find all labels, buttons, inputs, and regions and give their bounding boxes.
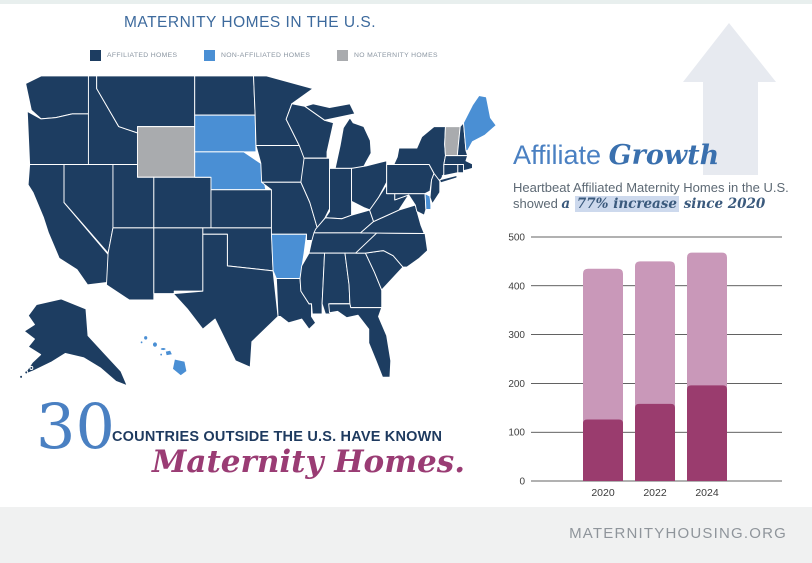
y-tick-0: 0 bbox=[519, 477, 525, 488]
state-wy bbox=[136, 126, 196, 178]
state-ri bbox=[457, 164, 464, 174]
growth-subtitle-em-post: since 2020 bbox=[679, 196, 766, 213]
countries-callout: 30 COUNTRIES OUTSIDE THE U.S. HAVE KNOWN… bbox=[0, 396, 500, 500]
state-ak-aleutian-2 bbox=[24, 370, 29, 375]
growth-subtitle-highlight: 77% increase bbox=[574, 196, 679, 213]
countries-caps-text: COUNTRIES OUTSIDE THE U.S. HAVE KNOWN bbox=[112, 429, 443, 445]
growth-subtitle-em-pre: a bbox=[561, 196, 575, 213]
state-hi-maui bbox=[164, 349, 173, 357]
state-or bbox=[26, 110, 89, 166]
page-title: MATERNITY HOMES IN THE U.S. bbox=[123, 14, 377, 31]
bar-affiliated-2022 bbox=[635, 403, 675, 481]
state-nh bbox=[456, 122, 469, 157]
state-nc bbox=[355, 232, 429, 268]
growth-arrow-icon bbox=[683, 23, 776, 175]
state-hi-big-island bbox=[172, 358, 188, 377]
footer-band: MATERNITYHOUSING.ORG bbox=[0, 507, 812, 563]
state-ia bbox=[255, 144, 309, 183]
bar-affiliated-2020 bbox=[583, 419, 623, 481]
y-tick-200: 200 bbox=[508, 379, 525, 390]
state-az bbox=[105, 227, 155, 301]
state-ks bbox=[210, 189, 272, 229]
state-ct bbox=[441, 164, 459, 177]
legend-label: NO MATERNITY HOMES bbox=[354, 52, 438, 59]
state-nd bbox=[194, 75, 256, 116]
legend-label: AFFILIATED HOMES bbox=[107, 52, 178, 59]
growth-heading-italic: Growth bbox=[608, 140, 720, 171]
state-mi-lower bbox=[334, 117, 372, 169]
state-hi-molokai bbox=[159, 346, 167, 352]
growth-chart: 0 100 200 300 400 500 2020 2022 2024 bbox=[508, 233, 782, 499]
footer-website: MATERNITYHOUSING.ORG bbox=[569, 525, 787, 542]
bar-affiliated-2024 bbox=[687, 385, 727, 481]
state-in bbox=[324, 167, 353, 220]
y-tick-400: 400 bbox=[508, 281, 525, 292]
growth-subtitle: Heartbeat Affiliated Maternity Homes in … bbox=[513, 180, 805, 213]
top-edge-strip bbox=[0, 0, 812, 4]
growth-chart-wrap: 0 100 200 300 400 500 2020 2022 2024 bbox=[498, 228, 810, 511]
growth-heading: Affiliate Growth bbox=[513, 140, 719, 171]
non-affiliated-swatch bbox=[204, 50, 215, 61]
map-legend: AFFILIATED HOMES NON-AFFILIATED HOMES NO… bbox=[0, 50, 500, 64]
no-homes-swatch bbox=[337, 50, 348, 61]
state-hi-oahu bbox=[152, 341, 158, 348]
state-mi-upper bbox=[304, 103, 356, 121]
us-map-svg bbox=[19, 75, 497, 387]
y-tick-300: 300 bbox=[508, 330, 525, 341]
legend-label: NON-AFFILIATED HOMES bbox=[221, 52, 311, 59]
state-ny-long-island bbox=[439, 174, 458, 184]
state-me bbox=[463, 95, 497, 152]
y-tick-100: 100 bbox=[508, 428, 525, 439]
x-tick-2024: 2024 bbox=[695, 487, 719, 499]
legend-item-affiliated: AFFILIATED HOMES bbox=[90, 50, 177, 61]
legend-item-no-homes: NO MATERNITY HOMES bbox=[337, 50, 438, 61]
x-tick-2020: 2020 bbox=[591, 487, 615, 499]
state-hi-kauai bbox=[143, 335, 149, 341]
x-tick-2022: 2022 bbox=[643, 487, 667, 499]
state-ak-aleutian-3 bbox=[19, 374, 23, 379]
state-fl bbox=[328, 303, 392, 378]
state-wi bbox=[285, 103, 334, 159]
state-nm bbox=[153, 227, 204, 295]
us-map bbox=[18, 64, 502, 398]
state-hi-niihau bbox=[139, 340, 144, 345]
state-wa bbox=[25, 75, 89, 120]
affiliated-swatch bbox=[90, 50, 101, 61]
countries-number: 30 bbox=[36, 390, 115, 463]
state-ak-aleutian-1 bbox=[29, 365, 34, 370]
state-ak bbox=[23, 298, 128, 387]
state-hi-lanai bbox=[159, 352, 163, 357]
state-tx bbox=[172, 233, 279, 368]
y-tick-500: 500 bbox=[508, 233, 525, 244]
state-pa bbox=[386, 164, 435, 195]
countries-script-text: Maternity Homes. bbox=[152, 444, 465, 480]
growth-heading-regular: Affiliate bbox=[513, 140, 602, 170]
state-co bbox=[153, 176, 212, 229]
legend-item-non-affiliated: NON-AFFILIATED HOMES bbox=[204, 50, 310, 61]
growth-subtitle-prefix: Heartbeat Affiliated Maternity Homes in … bbox=[513, 180, 789, 212]
state-sd bbox=[194, 114, 257, 153]
state-de bbox=[424, 193, 432, 211]
